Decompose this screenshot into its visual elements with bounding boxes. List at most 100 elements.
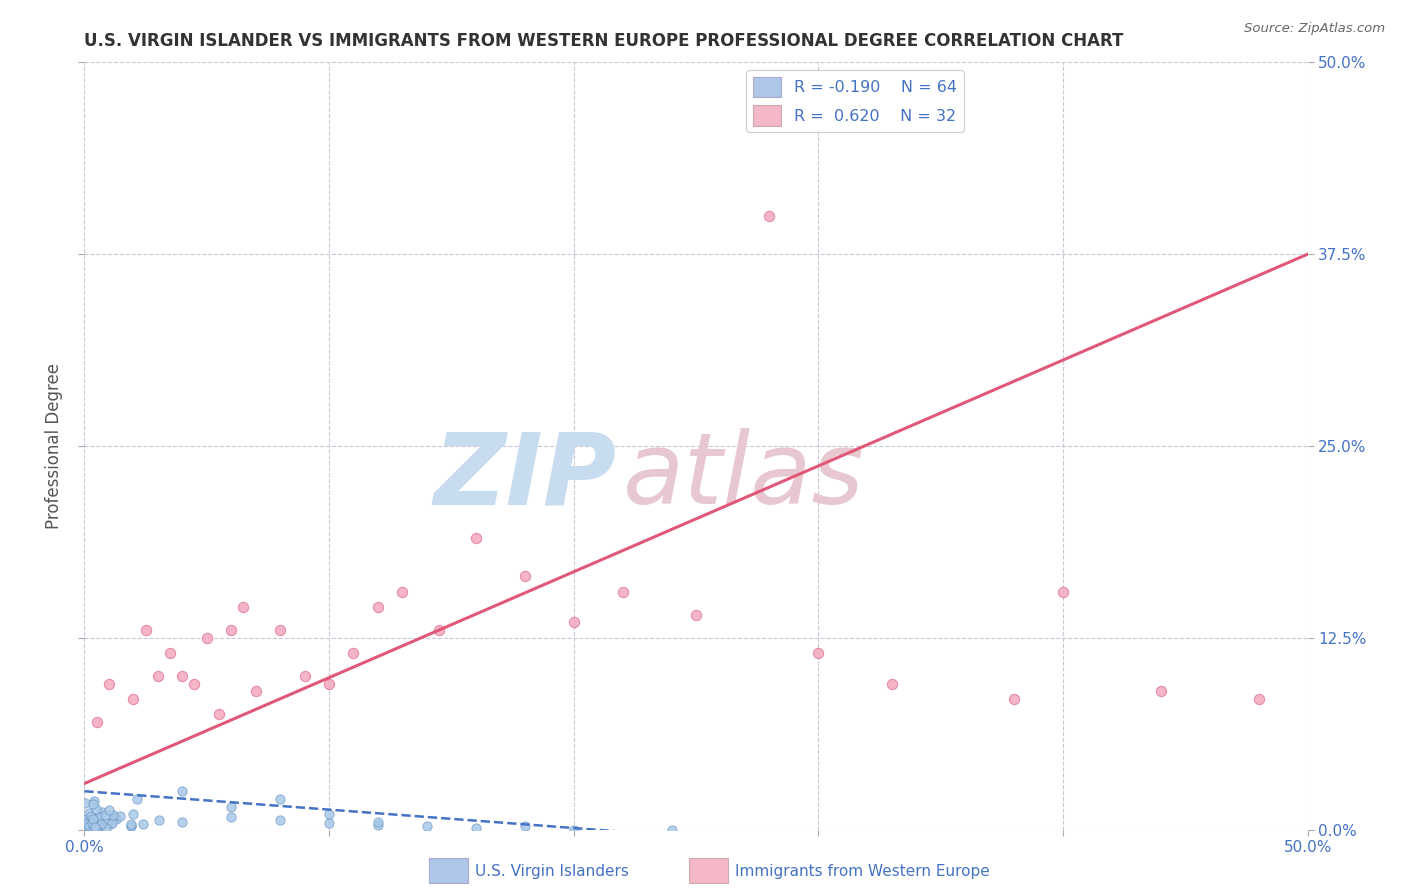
Point bbox=[87, 810, 110, 824]
Text: Source: ZipAtlas.com: Source: ZipAtlas.com bbox=[1244, 22, 1385, 36]
Point bbox=[513, 569, 536, 583]
Point bbox=[97, 677, 120, 691]
Point bbox=[83, 820, 105, 834]
Point bbox=[367, 818, 389, 832]
Point bbox=[89, 822, 111, 836]
Text: atlas: atlas bbox=[623, 428, 865, 525]
Point bbox=[318, 677, 340, 691]
Point bbox=[172, 814, 194, 829]
Point bbox=[86, 822, 108, 837]
Point bbox=[84, 820, 107, 834]
Point bbox=[76, 817, 98, 831]
Point bbox=[80, 822, 103, 836]
Point bbox=[685, 607, 707, 622]
Point bbox=[77, 819, 100, 833]
Point bbox=[89, 815, 111, 830]
Point bbox=[87, 817, 110, 831]
Point bbox=[103, 810, 125, 824]
Point bbox=[75, 822, 97, 837]
Point bbox=[82, 797, 104, 811]
Point bbox=[219, 623, 242, 637]
Point bbox=[108, 809, 131, 823]
Point bbox=[183, 677, 205, 691]
Point bbox=[80, 815, 103, 830]
Point bbox=[208, 707, 231, 722]
Point bbox=[146, 669, 169, 683]
Point bbox=[101, 808, 124, 822]
Point bbox=[83, 794, 105, 808]
Point bbox=[318, 807, 340, 822]
Point bbox=[84, 802, 107, 816]
Point bbox=[86, 817, 108, 831]
Point bbox=[758, 209, 780, 223]
Point bbox=[367, 600, 389, 615]
Point bbox=[294, 669, 316, 683]
Point bbox=[105, 812, 128, 826]
Point bbox=[159, 646, 181, 660]
Point bbox=[94, 821, 117, 835]
Point bbox=[77, 814, 100, 829]
Point bbox=[391, 584, 413, 599]
Point bbox=[269, 814, 291, 828]
Point bbox=[96, 815, 118, 830]
Point bbox=[416, 820, 439, 834]
Point bbox=[367, 814, 389, 829]
Point bbox=[464, 821, 486, 835]
Point bbox=[562, 822, 585, 837]
Point bbox=[195, 631, 218, 645]
Point bbox=[82, 817, 104, 831]
Point bbox=[120, 819, 142, 833]
Point bbox=[219, 810, 242, 824]
Point bbox=[132, 816, 155, 830]
Point bbox=[612, 584, 634, 599]
Point bbox=[100, 816, 122, 830]
Text: ZIP: ZIP bbox=[433, 428, 616, 525]
Point bbox=[464, 531, 486, 545]
Point bbox=[98, 817, 121, 831]
Y-axis label: Professional Degree: Professional Degree bbox=[45, 363, 63, 529]
Point bbox=[1150, 684, 1173, 698]
Point bbox=[79, 808, 101, 822]
Point bbox=[172, 784, 194, 798]
Point bbox=[79, 822, 101, 836]
Point bbox=[122, 692, 145, 706]
Point bbox=[1247, 692, 1270, 706]
Point bbox=[427, 623, 450, 637]
Point bbox=[245, 684, 267, 698]
Point bbox=[269, 792, 291, 806]
Point bbox=[562, 615, 585, 630]
Point bbox=[82, 812, 104, 826]
Point bbox=[318, 816, 340, 830]
Legend: R = -0.190    N = 64, R =  0.620    N = 32: R = -0.190 N = 64, R = 0.620 N = 32 bbox=[747, 70, 963, 132]
Point bbox=[84, 817, 107, 831]
Point bbox=[86, 819, 108, 833]
Point bbox=[120, 819, 142, 833]
Point bbox=[125, 791, 148, 805]
Text: Immigrants from Western Europe: Immigrants from Western Europe bbox=[735, 864, 990, 879]
Point bbox=[342, 646, 364, 660]
Point bbox=[1002, 692, 1025, 706]
Point bbox=[148, 814, 170, 828]
Point bbox=[91, 805, 114, 820]
Point bbox=[87, 811, 110, 825]
Point bbox=[513, 820, 536, 834]
Point bbox=[807, 646, 830, 660]
Point bbox=[82, 821, 104, 835]
Point bbox=[90, 817, 112, 831]
Text: U.S. VIRGIN ISLANDER VS IMMIGRANTS FROM WESTERN EUROPE PROFESSIONAL DEGREE CORRE: U.S. VIRGIN ISLANDER VS IMMIGRANTS FROM … bbox=[84, 32, 1123, 50]
Point bbox=[661, 822, 683, 837]
Point bbox=[79, 805, 101, 820]
Point bbox=[120, 816, 142, 830]
Point bbox=[269, 623, 291, 637]
Point bbox=[219, 799, 242, 814]
Point bbox=[75, 821, 97, 835]
Point bbox=[98, 803, 121, 817]
Point bbox=[75, 812, 97, 826]
Point bbox=[172, 669, 194, 683]
Point bbox=[86, 819, 108, 833]
Point bbox=[122, 807, 145, 822]
Point bbox=[232, 600, 254, 615]
Point bbox=[73, 796, 96, 810]
Point bbox=[1052, 584, 1074, 599]
Point bbox=[86, 715, 108, 730]
